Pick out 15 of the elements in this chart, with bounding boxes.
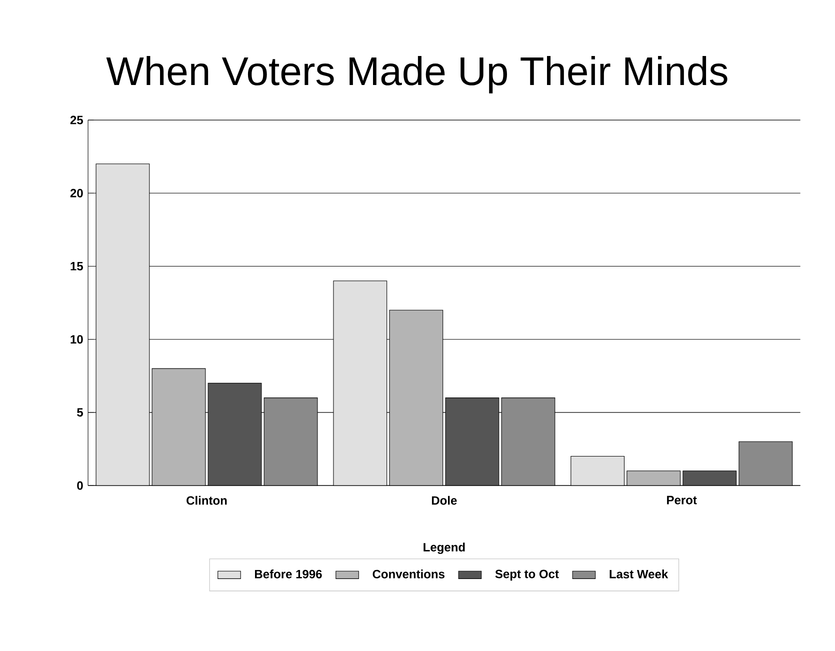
x-tick-label: Dole bbox=[432, 496, 457, 505]
y-tick-label: 15 bbox=[70, 262, 83, 270]
x-tick-label: Perot bbox=[667, 496, 697, 504]
legend-title: Legend bbox=[424, 542, 465, 554]
legend-label: Conventions bbox=[372, 570, 444, 578]
legend-label: Before 1996 bbox=[255, 570, 322, 578]
legend-label: Last Week bbox=[610, 570, 668, 578]
y-tick-label: 20 bbox=[70, 188, 83, 198]
x-tick-label: Clinton bbox=[186, 496, 227, 505]
y-tick-label: 25 bbox=[70, 116, 83, 124]
y-tick-label: 5 bbox=[77, 408, 83, 417]
y-tick-label: 10 bbox=[70, 335, 83, 344]
y-tick-label: 0 bbox=[77, 481, 83, 490]
chart-title: When Voters Made Up Their Minds bbox=[106, 56, 728, 94]
legend-label: Sept to Oct bbox=[495, 570, 559, 581]
